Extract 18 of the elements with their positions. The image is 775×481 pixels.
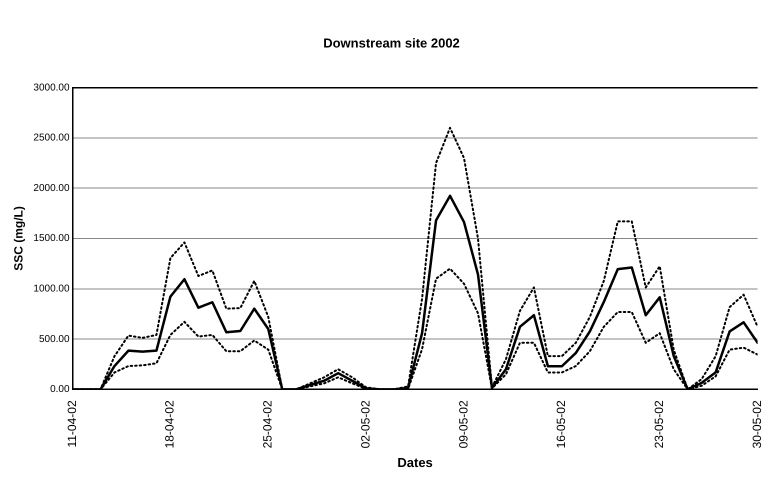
chart-title: Downstream site 2002 xyxy=(323,35,460,50)
y-tick-label: 1000.00 xyxy=(33,284,70,295)
x-tick-label: 25-04-02 xyxy=(260,400,275,448)
x-tick-label: 02-05-02 xyxy=(358,400,372,448)
y-tick-label: 2500.00 xyxy=(33,132,70,144)
x-tick-label: 11-04-02 xyxy=(64,400,79,448)
x-axis-title: Dates xyxy=(397,454,433,470)
x-tick-label: 23-05-02 xyxy=(652,400,666,448)
x-tick-label: 30-05-02 xyxy=(750,400,764,448)
y-tick-label: 500.00 xyxy=(38,334,70,345)
x-tick-label: 18-04-02 xyxy=(162,400,177,448)
x-tick-label: 16-05-02 xyxy=(554,400,568,448)
x-tick-label: 09-05-02 xyxy=(456,400,470,448)
y-axis-title: SSC (mg/L) xyxy=(12,206,26,271)
y-tick-label: 2000.00 xyxy=(33,182,70,194)
y-tick-label: 0.00 xyxy=(50,384,70,396)
y-tick-label: 1500.00 xyxy=(33,233,70,244)
y-tick-label: 3000.00 xyxy=(33,82,70,94)
